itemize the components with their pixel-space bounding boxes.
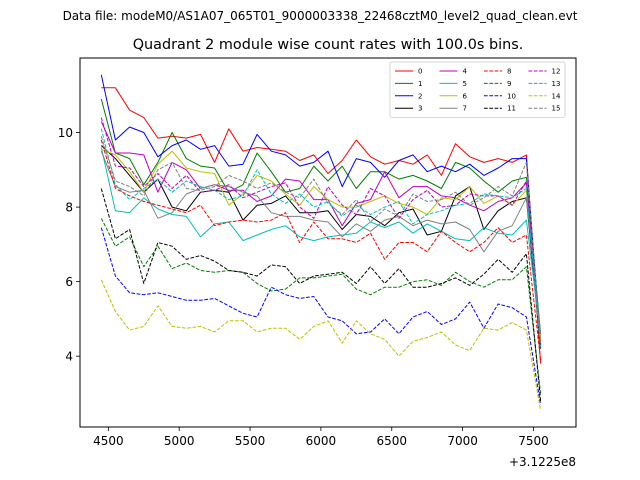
legend-label-1: 1: [418, 80, 422, 88]
series-line-14: [100, 279, 542, 411]
legend-label-10: 10: [507, 92, 516, 100]
series-line-9: [100, 218, 542, 394]
legend-label-3: 3: [418, 105, 422, 113]
x-tick-label: 4500: [93, 434, 124, 448]
figure-suptitle: Data file: modeM0/AS1A07_065T01_90000033…: [63, 9, 578, 23]
legend-label-7: 7: [463, 105, 467, 113]
series-line-12: [100, 117, 542, 346]
series-line-4: [100, 121, 542, 342]
series-line-15: [100, 136, 542, 344]
series-line-8: [100, 139, 542, 360]
legend-label-8: 8: [507, 68, 511, 76]
series-line-3: [100, 145, 542, 349]
x-tick-label: 6000: [306, 434, 337, 448]
legend-label-9: 9: [507, 80, 511, 88]
legend-label-0: 0: [418, 68, 422, 76]
series-line-10: [100, 227, 542, 405]
chart-title: Quadrant 2 module wise count rates with …: [133, 37, 524, 53]
axes-layer: 4500 5000 5500 6000 6500 7000 7500 4 6 8 10: [58, 126, 549, 448]
y-tick-label: 4: [65, 350, 73, 364]
series-layer: [100, 74, 542, 411]
legend-box: [389, 61, 566, 118]
x-tick-label: 6500: [376, 434, 407, 448]
plot-frame: [79, 57, 577, 428]
legend-label-14: 14: [552, 92, 561, 100]
legend-label-13: 13: [552, 80, 561, 88]
legend-label-2: 2: [418, 92, 422, 100]
legend-label-15: 15: [552, 105, 561, 113]
legend-label-11: 11: [507, 105, 516, 113]
legend-label-5: 5: [463, 80, 467, 88]
series-line-11: [100, 188, 542, 401]
y-tick-label: 6: [65, 275, 73, 289]
x-tick-label: 7500: [518, 434, 549, 448]
legend-label-4: 4: [463, 68, 468, 76]
x-tick-label: 5500: [235, 434, 266, 448]
x-tick-label: 7000: [447, 434, 478, 448]
series-line-7: [100, 151, 542, 334]
series-line-2: [100, 74, 542, 346]
series-line-1: [100, 98, 542, 334]
legend-label-6: 6: [463, 92, 468, 100]
series-line-5: [100, 147, 542, 338]
y-tick-label: 8: [65, 201, 73, 215]
y-tick-label: 10: [58, 126, 73, 140]
series-line-6: [101, 148, 542, 340]
x-tick-label: 5000: [164, 434, 195, 448]
legend-label-12: 12: [552, 68, 561, 76]
series-line-0: [101, 87, 542, 364]
x-offset-label: +3.1225e8: [509, 455, 576, 469]
